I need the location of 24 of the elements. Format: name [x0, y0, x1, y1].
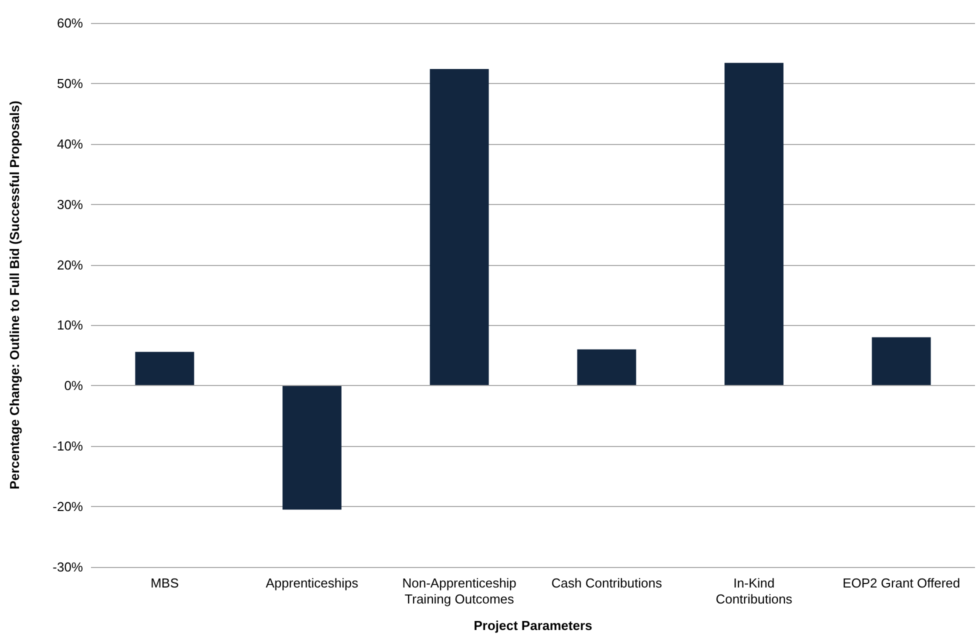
x-tick-label: In-Kind Contributions — [716, 576, 793, 606]
bar — [430, 68, 489, 386]
y-tick-label: -10% — [52, 438, 84, 454]
bar — [872, 337, 931, 386]
bar — [282, 386, 342, 510]
y-axis-title: Percentage Change: Outline to Full Bid (Successful Proposals) — [7, 100, 22, 490]
x-tick-label: EOP2 Grant Offered — [842, 576, 960, 590]
y-tick-label: 20% — [56, 257, 84, 272]
x-axis-title: Project Parameters — [474, 618, 592, 633]
bar — [577, 349, 636, 386]
bar — [724, 62, 784, 386]
y-tick-label: -20% — [52, 499, 84, 514]
y-tick-label: 0% — [64, 378, 84, 394]
y-tick-label: 10% — [56, 318, 84, 333]
y-tick-label: 50% — [56, 76, 84, 91]
y-tick-label: -30% — [52, 560, 84, 574]
x-tick-label: Non-Apprenticeship Training Outcomes — [402, 576, 516, 606]
x-tick-label: Apprenticeships — [266, 576, 359, 590]
y-tick-label: 30% — [56, 196, 84, 212]
y-tick-label: 40% — [56, 136, 84, 152]
y-tick-label: 60% — [56, 16, 84, 30]
x-tick-label: MBS — [150, 576, 180, 590]
bar — [135, 352, 194, 386]
x-tick-label: Cash Contributions — [551, 576, 662, 590]
